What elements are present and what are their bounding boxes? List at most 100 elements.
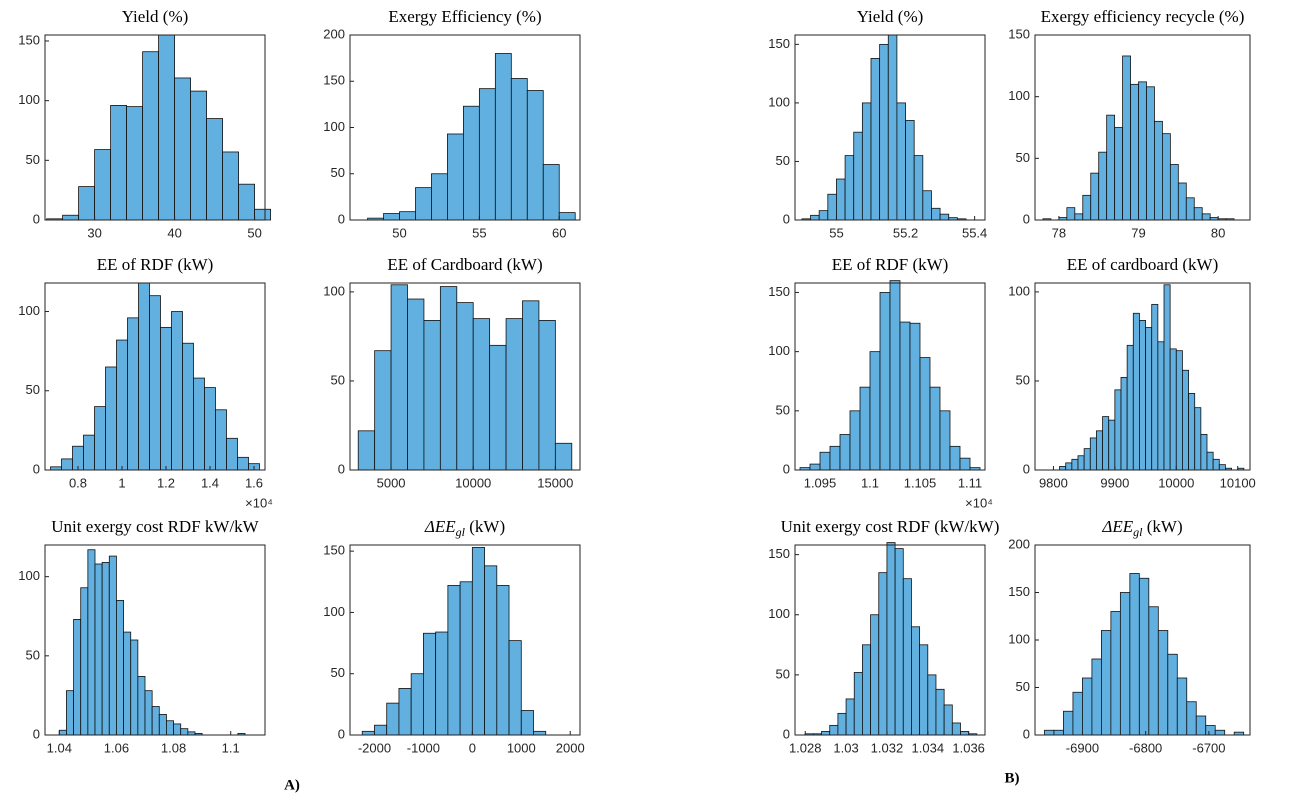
bar (110, 105, 127, 221)
bar (73, 619, 82, 736)
axes-frame (44, 34, 266, 221)
x-tick-label: 30 (87, 225, 101, 240)
y-tick-label: 0 (1023, 461, 1030, 476)
y-tick-label: 50 (331, 165, 345, 180)
axes-frame (794, 282, 986, 471)
bar (1096, 430, 1103, 471)
bar (919, 644, 929, 736)
bar (459, 581, 473, 736)
bar (171, 311, 183, 471)
x-tick-label: 0.8 (69, 475, 87, 490)
bar (151, 706, 160, 736)
bar (896, 102, 906, 221)
bar (1082, 677, 1093, 736)
bar (899, 321, 911, 471)
y-tick-label: 0 (338, 726, 345, 741)
x-tick-label: 55 (472, 225, 486, 240)
title-text: Unit exergy cost RDF (kW/kW) (781, 517, 1000, 536)
bar (1110, 611, 1121, 736)
bar (398, 688, 412, 736)
bar (1175, 350, 1183, 471)
bar (889, 280, 901, 471)
x-tick-label: 1.028 (789, 740, 822, 755)
bar (1188, 393, 1196, 471)
y-tick-label: 100 (1008, 88, 1030, 103)
bar (819, 451, 831, 471)
bar (61, 458, 73, 471)
bar (837, 712, 847, 736)
bar (869, 351, 881, 471)
bar (193, 377, 205, 471)
bar (949, 445, 961, 471)
bar (1132, 312, 1140, 471)
x-tick-label: 10100 (1220, 475, 1256, 490)
bar (1122, 55, 1131, 221)
bar (1071, 458, 1079, 471)
bar (1193, 207, 1203, 221)
title-subscript: gl (1133, 525, 1143, 539)
y-tick-label: 150 (1008, 584, 1030, 599)
bar (1077, 455, 1085, 471)
y-tick-label: 0 (783, 211, 790, 226)
bar (943, 704, 953, 736)
title-text: EE of Cardboard (kW) (387, 255, 542, 274)
y-tick-label: 150 (323, 73, 345, 88)
bar (1163, 284, 1171, 471)
bar (1074, 213, 1084, 221)
x-tick-label: 78 (1052, 225, 1066, 240)
bar (526, 90, 544, 221)
bar (821, 730, 831, 736)
bar (508, 640, 522, 736)
x-tick-label: 1.03 (833, 740, 858, 755)
bar (447, 133, 464, 221)
x-multiplier: ×10⁴ (245, 495, 273, 510)
bar (94, 149, 111, 221)
bar (931, 207, 941, 221)
bar (158, 714, 167, 736)
bar (862, 644, 871, 736)
bar (116, 600, 124, 736)
y-tick-label: 150 (768, 546, 790, 561)
x-tick-label: 1.105 (904, 475, 937, 490)
x-tick-label: 10000 (1158, 475, 1194, 490)
bar (1100, 630, 1112, 736)
bar (435, 631, 449, 736)
y-tick-label: 0 (33, 211, 40, 226)
bar (66, 690, 74, 736)
y-tick-label: 50 (26, 152, 40, 167)
x-tick-label: 40 (167, 225, 181, 240)
x-tick-label: 60 (552, 225, 566, 240)
bar (886, 542, 896, 736)
bar (390, 284, 408, 471)
bar (138, 282, 150, 471)
bar (1139, 319, 1146, 471)
bar (542, 164, 560, 221)
x-tick-label: 1.032 (871, 740, 904, 755)
y-tick-label: 50 (1016, 150, 1030, 165)
title-text: Exergy Efficiency (%) (388, 7, 541, 26)
bar (1106, 114, 1116, 221)
bar (911, 626, 921, 736)
bar (173, 723, 182, 736)
bar (1182, 369, 1189, 471)
x-tick-label: 10000 (455, 475, 491, 490)
axes-frame (44, 282, 266, 471)
bar (1065, 462, 1073, 471)
x-tick-label: 79 (1131, 225, 1145, 240)
y-tick-label: 150 (768, 36, 790, 51)
bar (1205, 725, 1216, 736)
bar (254, 208, 272, 221)
bar (959, 457, 971, 471)
chart-title: ΔEEgl (kW) (424, 517, 505, 539)
bar (849, 410, 861, 471)
bar (1102, 416, 1110, 471)
bar (357, 430, 376, 471)
y-tick-label: 100 (1008, 283, 1030, 298)
bar (1063, 710, 1074, 736)
chart-title: EE of RDF (kW) (97, 255, 214, 274)
bar (494, 53, 512, 221)
y-tick-label: 100 (18, 303, 40, 318)
bar (447, 585, 461, 736)
title-text: Exergy efficiency recycle (%) (1041, 7, 1245, 26)
y-tick-label: 0 (1023, 211, 1030, 226)
